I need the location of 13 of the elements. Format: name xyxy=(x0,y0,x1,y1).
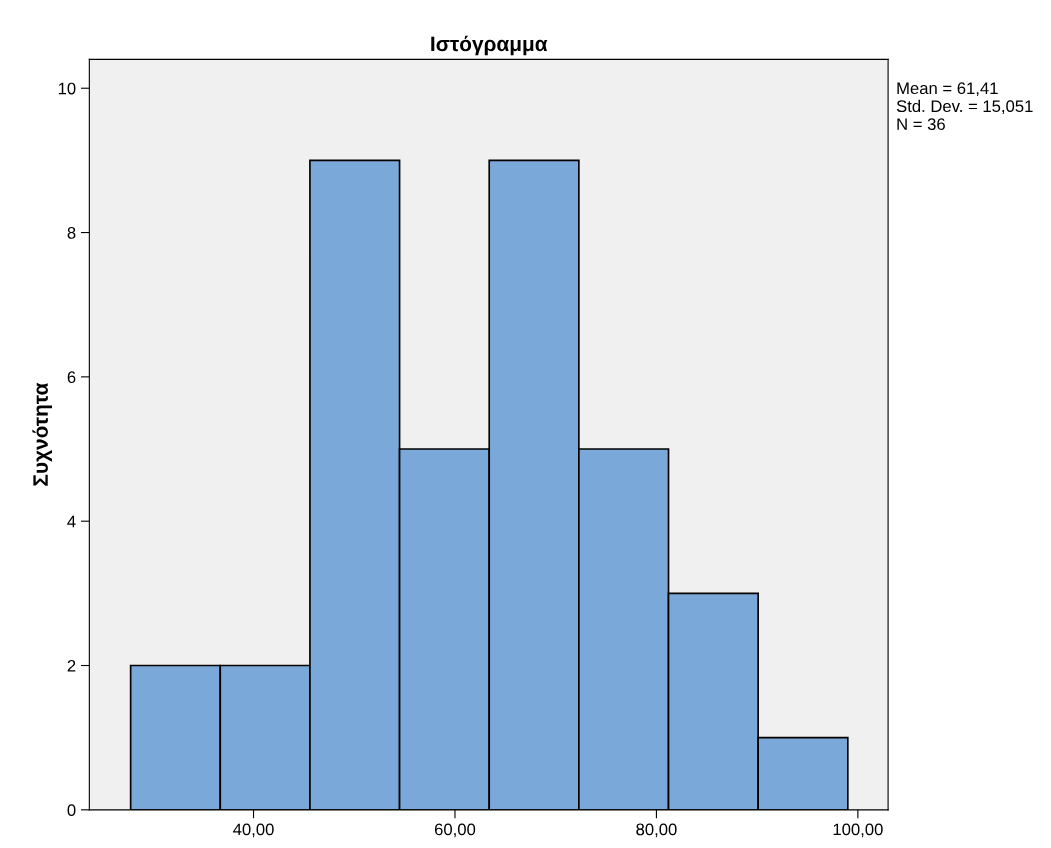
x-tick-label: 60,00 xyxy=(434,823,476,838)
y-tick-label: 4 xyxy=(67,515,76,528)
x-tick-label: 80,00 xyxy=(636,823,677,838)
y-tick-label: 10 xyxy=(58,82,76,95)
x-tick-label: 100,00 xyxy=(833,823,883,838)
y-tick-label: 8 xyxy=(67,226,76,239)
text: Mean = 61,41 Std. Dev. = 15,051 N = 36 xyxy=(896,82,1033,131)
y-axis-title: Συχνότητα xyxy=(32,382,53,486)
y-tick-label: 6 xyxy=(67,371,76,384)
x-tick-label: 40,00 xyxy=(233,823,274,838)
chart-title: Ιστόγραμμα xyxy=(431,35,548,56)
y-tick-label: 2 xyxy=(67,659,76,672)
y-tick-label: 0 xyxy=(67,804,76,817)
